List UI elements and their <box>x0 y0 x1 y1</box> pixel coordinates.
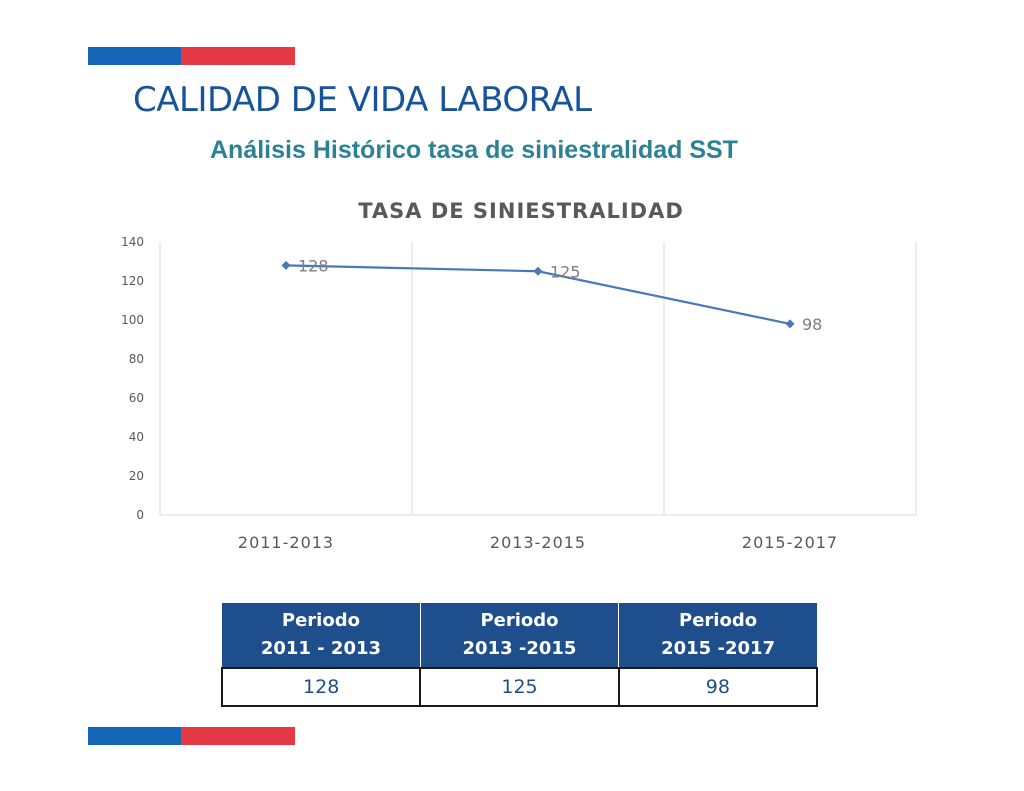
table-header-row: Periodo 2011 - 2013 Periodo 2013 -2015 P… <box>222 603 817 668</box>
y-tick-label: 20 <box>129 469 144 483</box>
flag-bar-blue <box>88 727 181 745</box>
chart-title: TASA DE SINIESTRALIDAD <box>358 199 684 223</box>
y-tick-label: 100 <box>121 313 144 327</box>
page-title: CALIDAD DE VIDA LABORAL <box>133 80 592 120</box>
y-tick-label: 0 <box>136 508 144 522</box>
header-period: 2011 - 2013 <box>260 638 382 659</box>
data-label: 128 <box>298 256 329 275</box>
period-table: Periodo 2011 - 2013 Periodo 2013 -2015 P… <box>220 603 819 707</box>
table-row: 128 125 98 <box>220 667 819 707</box>
data-point-marker <box>281 260 291 270</box>
header-label: Periodo <box>480 610 559 631</box>
table-header-cell: Periodo 2011 - 2013 <box>222 603 421 668</box>
flag-bar-bottom <box>88 727 295 745</box>
table-cell-value: 125 <box>419 667 620 707</box>
x-tick-label: 2015-2017 <box>742 533 838 552</box>
header-label: Periodo <box>281 610 360 631</box>
table-cell-value: 98 <box>617 667 819 707</box>
page-subtitle: Análisis Histórico tasa de siniestralida… <box>210 136 738 164</box>
flag-bar-red <box>181 727 295 745</box>
data-point-marker <box>785 319 795 329</box>
data-label: 125 <box>550 262 581 281</box>
x-tick-label: 2011-2013 <box>238 533 334 552</box>
y-tick-label: 80 <box>129 352 144 366</box>
flag-bar-top <box>88 47 295 65</box>
y-tick-label: 40 <box>129 430 144 444</box>
table-header-cell: Periodo 2015 -2017 <box>618 603 817 668</box>
data-point-marker <box>533 266 543 276</box>
x-tick-label: 2013-2015 <box>490 533 586 552</box>
header-period: 2015 -2017 <box>661 638 776 659</box>
line-chart: TASA DE SINIESTRALIDAD 0 20 40 60 80 100 120 14… <box>121 199 917 552</box>
y-axis-ticks: 0 20 40 60 80 100 120 140 <box>121 235 144 522</box>
chart-gridlines <box>159 242 917 516</box>
chart-series: 128 125 98 <box>281 256 822 334</box>
data-label: 98 <box>802 315 822 334</box>
y-tick-label: 120 <box>121 274 144 288</box>
header-period: 2013 -2015 <box>462 638 577 659</box>
table-cell-value: 128 <box>220 667 422 707</box>
y-tick-label: 140 <box>121 235 144 249</box>
flag-bar-blue <box>88 47 181 65</box>
header-label: Periodo <box>679 610 758 631</box>
table-header-cell: Periodo 2013 -2015 <box>420 603 620 668</box>
flag-bar-red <box>181 47 295 65</box>
x-axis-ticks: 2011-2013 2013-2015 2015-2017 <box>238 533 838 552</box>
y-tick-label: 60 <box>129 391 144 405</box>
